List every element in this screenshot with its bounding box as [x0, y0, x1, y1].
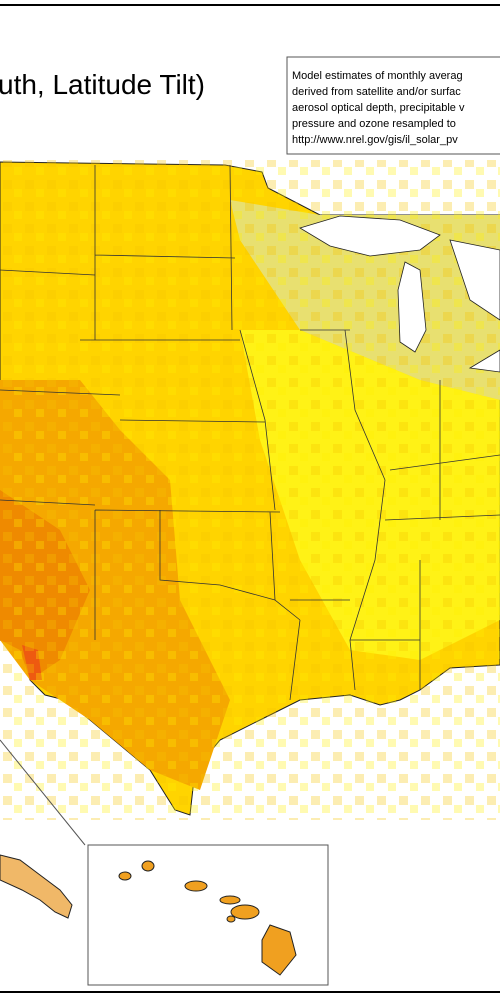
- island: [118, 871, 132, 881]
- alaska-panhandle: [0, 854, 73, 919]
- note-box: [286, 56, 500, 155]
- note-line: http://www.nrel.gov/gis/il_solar_pv: [292, 134, 458, 146]
- lake-superior: [299, 215, 441, 257]
- note: Model estimates of monthly averag derive…: [292, 70, 465, 146]
- note-line: aerosol optical depth, precipitable v: [292, 102, 465, 114]
- island: [219, 895, 241, 905]
- note-line: derived from satellite and/or surfac: [292, 86, 461, 98]
- state-borders: [0, 164, 500, 701]
- map-title: uth, Latitude Tilt): [0, 69, 205, 100]
- island: [230, 904, 260, 920]
- lake-huron: [449, 239, 500, 321]
- inset-divider: [0, 739, 86, 846]
- lake-erie: [468, 349, 500, 373]
- lake-michigan: [397, 261, 427, 353]
- note-line: Model estimates of monthly averag: [292, 70, 463, 82]
- note-line: pressure and ozone resampled to: [292, 118, 456, 130]
- cell-texture: [0, 160, 500, 820]
- island: [141, 860, 155, 872]
- hawaii-inset: [87, 844, 329, 986]
- island: [184, 880, 208, 892]
- island: [261, 924, 297, 976]
- mainland: [0, 160, 500, 820]
- hawaii-islands: [118, 860, 297, 976]
- alaska-inset: [0, 854, 73, 919]
- island: [226, 915, 236, 923]
